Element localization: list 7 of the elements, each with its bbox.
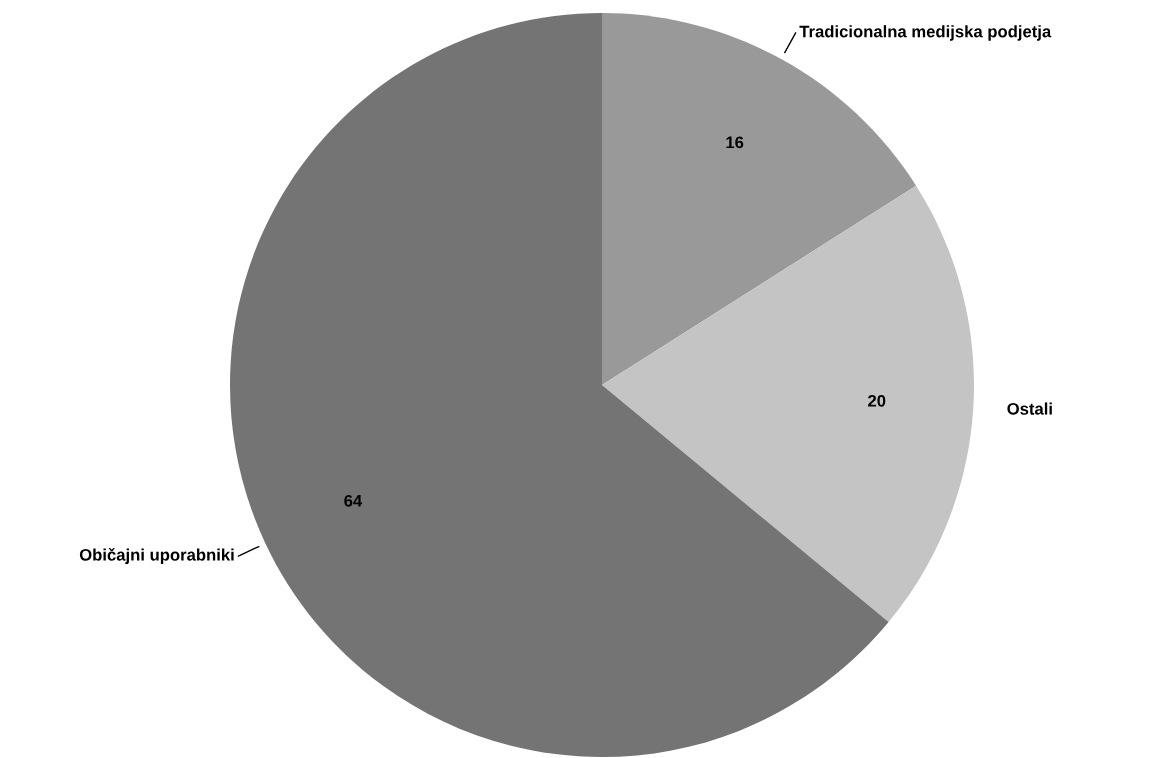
data-label: 20 xyxy=(868,394,886,407)
slice-label: Tradicionalna medijska podjetja xyxy=(799,25,1052,41)
pie-slice xyxy=(602,185,974,623)
slice-label: Ostali xyxy=(1007,402,1052,415)
data-label: 16 xyxy=(726,136,744,149)
data-label: 64 xyxy=(344,494,363,507)
slice-label: Običajni uporabniki xyxy=(79,548,234,565)
